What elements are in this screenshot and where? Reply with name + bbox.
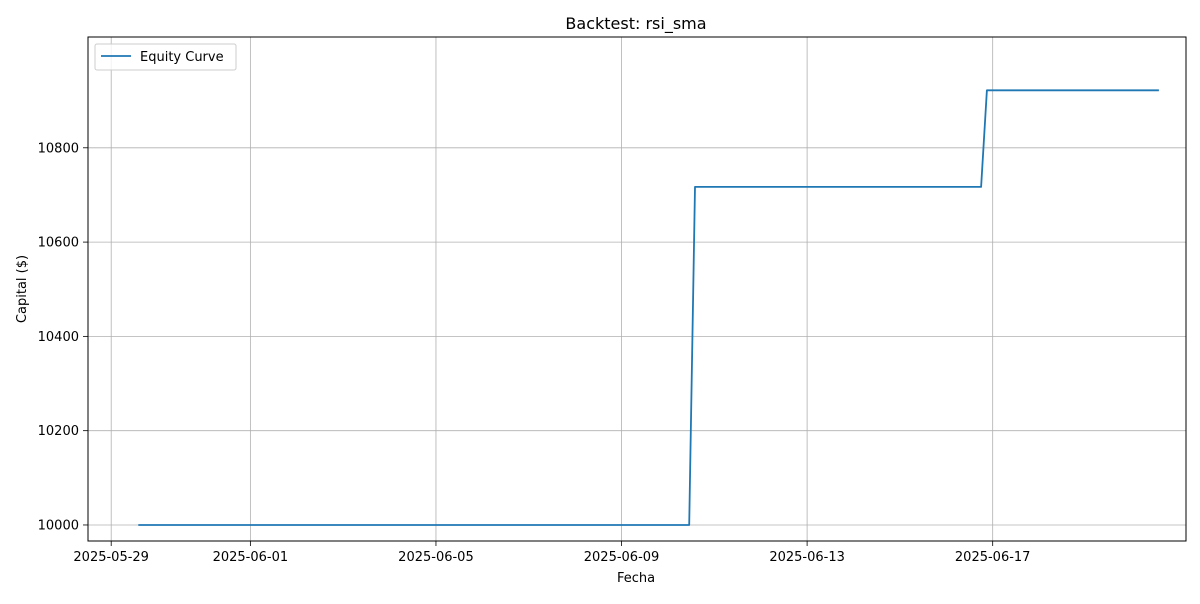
x-tick-label: 2025-06-05 — [398, 550, 474, 565]
series-layer — [138, 89, 1159, 526]
chart-title: Backtest: rsi_sma — [565, 14, 706, 34]
y-axis-label: Capital ($) — [15, 255, 30, 323]
series-line-equity-curve — [138, 89, 1159, 526]
y-tick-label: 10000 — [38, 518, 79, 533]
legend-box — [94, 43, 237, 71]
legend-label-equity-curve: Equity Curve — [140, 50, 224, 65]
x-tick-label: 2025-06-13 — [769, 550, 845, 565]
x-ticks: 2025-05-29 2025-06-01 2025-06-05 2025-06-09… — [73, 541, 1030, 565]
y-tick-label: 10400 — [38, 330, 79, 345]
x-grid — [110, 37, 994, 541]
y-ticks: 10000 10200 10400 10600 10800 — [38, 141, 88, 533]
x-tick-label: 2025-06-09 — [584, 550, 660, 565]
y-tick-label: 10600 — [38, 236, 79, 251]
legend: Equity Curve — [94, 43, 237, 71]
plot-frame — [87, 36, 1187, 542]
y-grid — [88, 147, 1186, 526]
y-tick-label: 10800 — [38, 141, 79, 156]
x-tick-label: 2025-06-01 — [213, 550, 289, 565]
x-tick-label: 2025-06-17 — [955, 550, 1031, 565]
x-tick-label: 2025-05-29 — [73, 550, 149, 565]
x-axis-label: Fecha — [617, 571, 655, 586]
y-tick-label: 10200 — [38, 424, 79, 439]
